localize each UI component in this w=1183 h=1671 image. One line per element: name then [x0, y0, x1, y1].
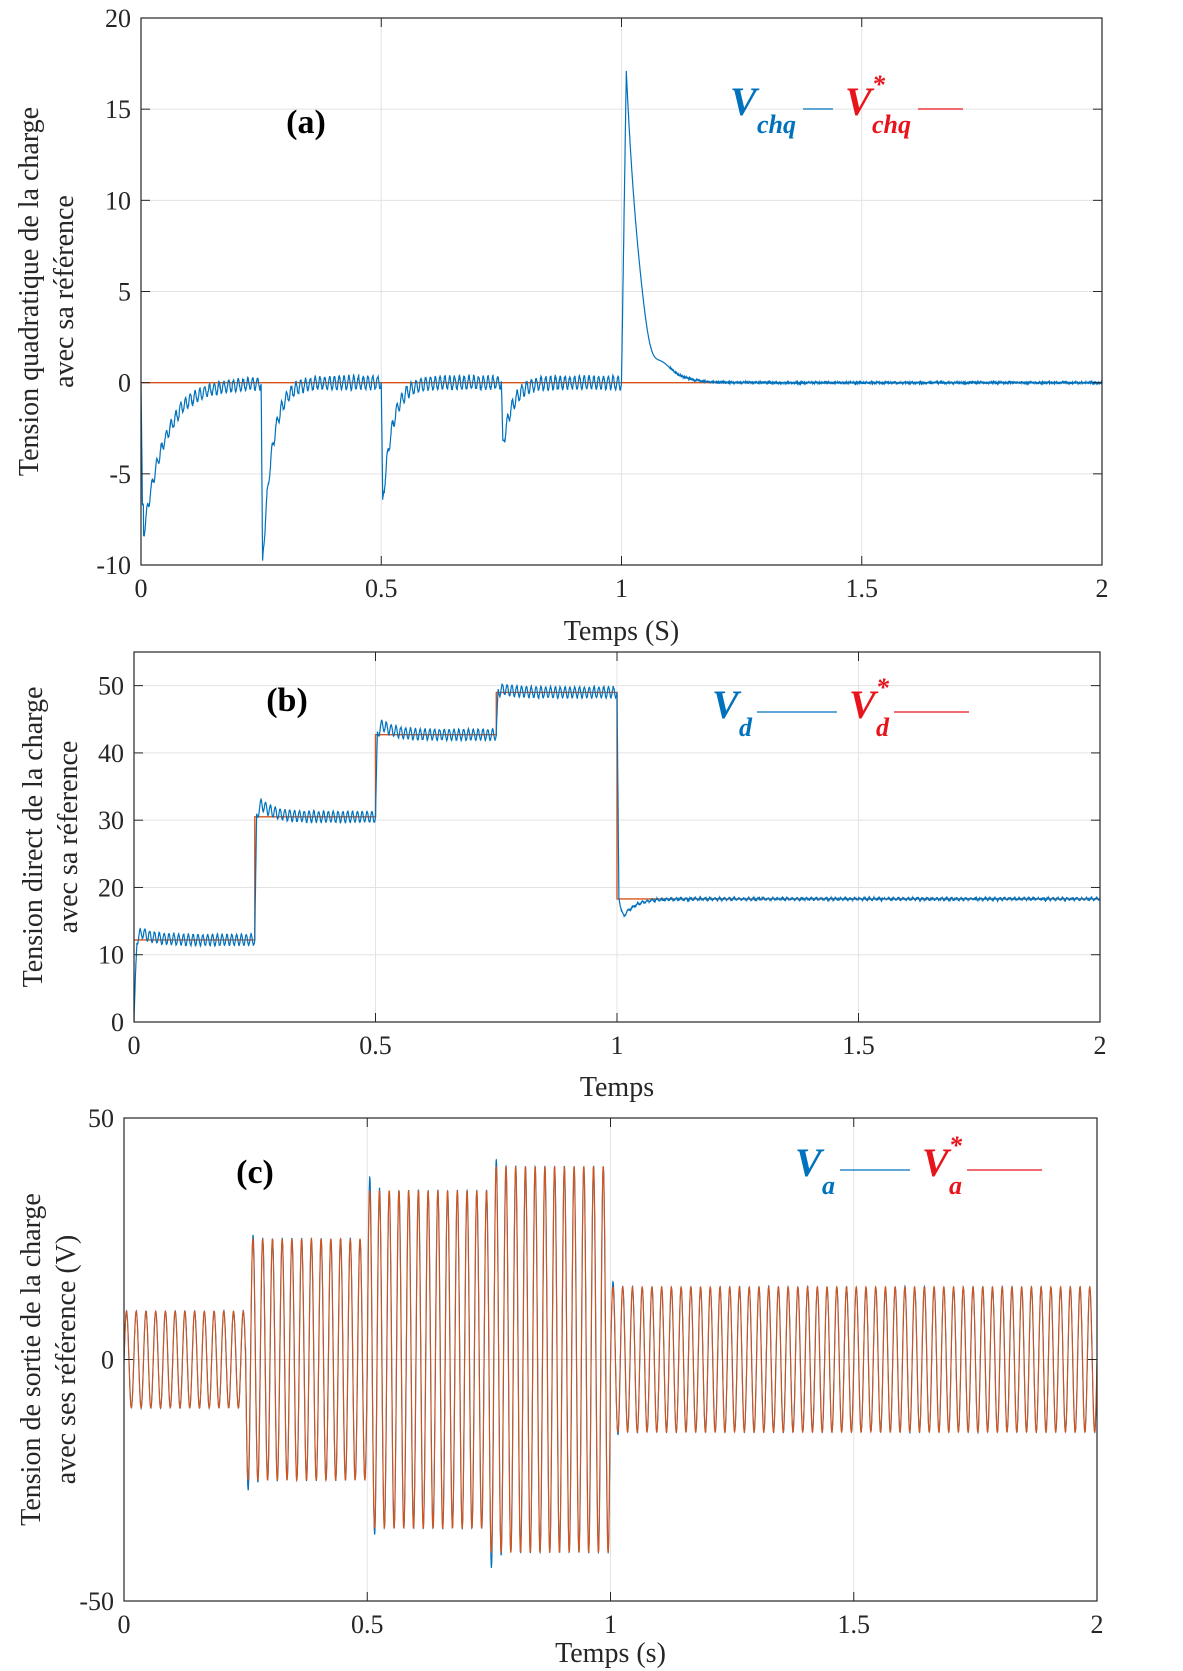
legend-reference-superscript: * — [872, 70, 886, 99]
x-tick-label: 0 — [128, 1031, 141, 1060]
y-tick-label: 0 — [101, 1346, 114, 1375]
legend-measured-symbol: V — [795, 1140, 825, 1185]
x-axis-label: Temps (S) — [564, 616, 679, 647]
y-tick-label: -50 — [79, 1587, 114, 1616]
panel-a: 0 0.5 1 1.5 2 -10 -5 0 5 10 15 20 Temps (S) Tension q… — [14, 4, 1109, 647]
series-measured — [134, 683, 1100, 1022]
x-tick-label: 2 — [1094, 1031, 1107, 1060]
y-tick-label: 10 — [98, 941, 124, 970]
x-tick-label: 1.5 — [842, 1031, 875, 1060]
legend-reference-subscript: d — [876, 713, 890, 742]
y-tick-label: 50 — [98, 672, 124, 701]
y-tick-label: 10 — [105, 186, 131, 215]
panel-label: (c) — [236, 1154, 274, 1191]
y-axis-label-line1: Tension direct de la charge — [18, 687, 49, 988]
x-tick-label: 0 — [118, 1610, 131, 1639]
legend-measured-subscript: d — [739, 713, 753, 742]
legend-reference-subscript: a — [949, 1171, 962, 1200]
legend-reference-symbol: V — [922, 1140, 952, 1185]
x-tick-label: 0.5 — [351, 1610, 384, 1639]
y-axis-label-line2: avec sa réference — [53, 741, 84, 934]
legend: VaV *a — [795, 1131, 1042, 1200]
x-tick-label: 1 — [604, 1610, 617, 1639]
series-reference — [124, 1166, 1097, 1553]
y-tick-label: 0 — [111, 1008, 124, 1037]
y-axis-label-line2: avec sa référence — [49, 195, 80, 388]
y-tick-label: 30 — [98, 806, 124, 835]
x-tick-label: 2 — [1096, 574, 1109, 603]
x-tick-label: 1.5 — [838, 1610, 871, 1639]
legend-measured-symbol: V — [712, 682, 742, 727]
panel-label: (b) — [266, 682, 308, 719]
x-tick-label: 0.5 — [365, 574, 398, 603]
y-tick-label: 20 — [105, 4, 131, 33]
legend-reference-superscript: * — [949, 1131, 963, 1160]
legend: VdV *d — [712, 673, 969, 742]
x-tick-label: 1 — [611, 1031, 624, 1060]
y-axis-label-line1: Tension de sortie de la charge — [16, 1193, 47, 1526]
legend-measured-subscript: a — [822, 1171, 835, 1200]
y-tick-label: -5 — [109, 460, 131, 489]
y-tick-label: -10 — [96, 551, 131, 580]
legend-reference-symbol: V — [845, 79, 875, 124]
series-measured — [141, 70, 1102, 561]
y-tick-label: 0 — [118, 369, 131, 398]
y-axis-label-line2: avec ses référence (V) — [51, 1235, 82, 1484]
y-tick-label: 40 — [98, 739, 124, 768]
y-tick-label: 50 — [88, 1104, 114, 1133]
x-axis-label: Temps (s) — [555, 1638, 666, 1669]
x-tick-label: 0 — [135, 574, 148, 603]
legend-reference-superscript: * — [876, 673, 890, 702]
y-tick-label: 5 — [118, 278, 131, 307]
legend-reference-symbol: V — [849, 682, 879, 727]
legend-measured-symbol: V — [730, 79, 760, 124]
y-axis-label-line1: Tension quadratique de la charge — [14, 107, 45, 476]
x-axis-label: Temps — [580, 1072, 654, 1103]
legend-measured-subscript: chq — [757, 110, 796, 139]
x-tick-label: 1.5 — [846, 574, 879, 603]
y-tick-label: 15 — [105, 95, 131, 124]
legend-reference-subscript: chq — [872, 110, 911, 139]
panel-label: (a) — [286, 104, 326, 141]
x-tick-label: 0.5 — [359, 1031, 392, 1060]
x-tick-label: 1 — [615, 574, 628, 603]
x-tick-label: 2 — [1091, 1610, 1104, 1639]
y-tick-label: 20 — [98, 873, 124, 902]
